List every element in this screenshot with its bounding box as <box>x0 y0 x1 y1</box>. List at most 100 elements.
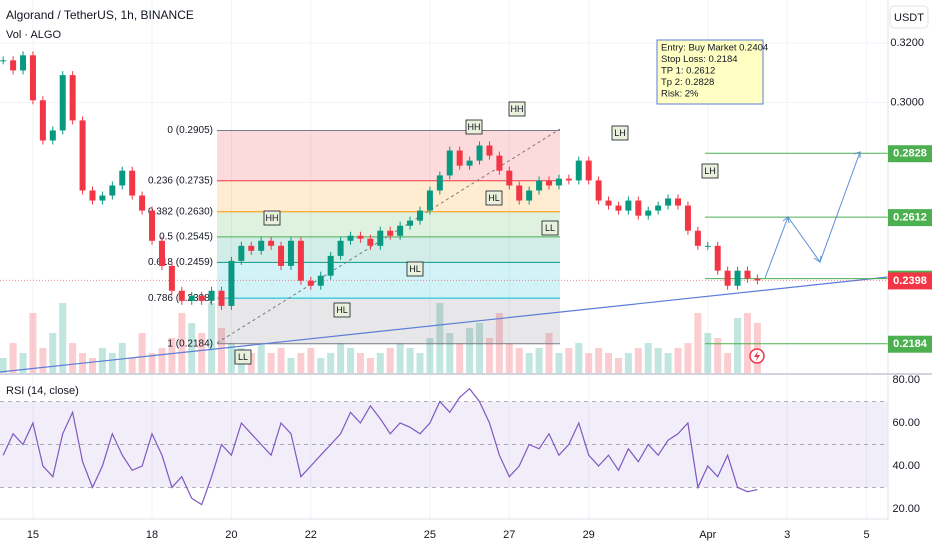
volume-bar <box>694 313 702 373</box>
pattern-label: HH <box>266 213 279 223</box>
volume-bar <box>227 343 235 373</box>
rsi-tick-label: 40.00 <box>892 460 920 472</box>
volume-bar <box>555 353 563 373</box>
volume-bar <box>704 333 712 373</box>
trade-note-box <box>656 39 764 105</box>
volume-bar <box>208 303 216 373</box>
volume-bar <box>49 333 57 373</box>
pattern-box <box>508 101 526 117</box>
pattern-label: HH <box>468 122 481 132</box>
pattern-label: HL <box>488 193 500 203</box>
candle-body <box>675 198 682 206</box>
candle-body <box>99 195 106 201</box>
candle-body <box>347 235 354 241</box>
volume-bar <box>118 343 126 373</box>
volume-bar <box>327 353 335 373</box>
volume-bar <box>624 353 632 373</box>
x-tick-label: 29 <box>583 529 595 541</box>
volume-bar <box>525 353 533 373</box>
candle-body <box>268 240 275 246</box>
currency-box[interactable] <box>889 5 929 29</box>
rsi-line <box>2 387 758 506</box>
candle-body <box>506 170 513 186</box>
candle-body <box>665 198 672 206</box>
volume-bar <box>366 358 374 373</box>
pattern-label: HL <box>409 264 421 274</box>
candle-body <box>168 265 175 291</box>
volume-bar <box>476 323 484 373</box>
candle-body <box>109 185 116 196</box>
candle-body <box>317 275 324 286</box>
volume-bar <box>307 348 315 373</box>
candle-body <box>605 200 612 206</box>
candle-body <box>158 240 165 266</box>
x-tick-label: 15 <box>27 529 39 541</box>
x-tick-label: 3 <box>784 529 790 541</box>
volume-bar <box>178 313 186 373</box>
x-tick-label: 5 <box>864 529 870 541</box>
candle-body <box>734 270 741 286</box>
fib-diagonal <box>216 128 561 344</box>
volume-bar <box>39 348 47 373</box>
candle-body <box>486 145 493 156</box>
x-tick-label: 25 <box>424 529 436 541</box>
fib-zone <box>217 130 560 181</box>
candle-body <box>337 240 344 256</box>
candle-body <box>754 278 761 281</box>
candle-body <box>0 60 7 62</box>
volume-bar <box>505 343 513 373</box>
volume-bar <box>347 348 355 373</box>
currency: USDT <box>894 12 924 24</box>
candle-body <box>10 60 17 71</box>
pattern-box <box>406 261 424 277</box>
candle-body <box>635 200 642 216</box>
candle-body <box>39 100 46 141</box>
candle-body <box>49 130 56 141</box>
candle-body <box>387 230 394 236</box>
overlay: Algorand / TetherUS, 1h, BINANCE Vol · A… <box>6 8 924 397</box>
candle-body <box>625 200 632 211</box>
volume-bar <box>267 353 275 373</box>
candle-body <box>149 210 156 241</box>
candle-body <box>407 220 414 226</box>
candle-body <box>59 75 66 131</box>
candle-body <box>565 178 572 181</box>
volume-bar <box>515 348 523 373</box>
volume-bar <box>29 313 37 373</box>
fib-zone <box>217 298 560 344</box>
volume-bar <box>416 353 424 373</box>
volume-bar <box>128 358 136 373</box>
pattern-box <box>541 220 559 236</box>
volume-bar <box>605 353 613 373</box>
trade-note-line: TP 1: 0.2612 <box>661 66 715 77</box>
volume-bar <box>446 333 454 373</box>
volume-bar <box>69 343 77 373</box>
trade-note-line: Tp 2: 0.2828 <box>661 77 714 88</box>
rsi-pane <box>0 387 888 506</box>
x-tick-label: 27 <box>503 529 515 541</box>
pattern-label: LH <box>704 166 716 176</box>
candle-body <box>228 260 235 306</box>
candle-body <box>436 175 443 191</box>
candle-body <box>198 295 205 301</box>
candle-body <box>704 245 711 247</box>
volume-bar <box>406 348 414 373</box>
volume-bar <box>59 303 67 373</box>
pattern-box <box>234 349 252 365</box>
fib-label: 1 (0.2184) <box>167 338 213 349</box>
pattern-box <box>465 119 483 135</box>
price-tag <box>888 209 932 227</box>
volume-bar <box>664 353 672 373</box>
price-tag <box>888 145 932 163</box>
candle-body <box>357 235 364 239</box>
fib-label: 0.382 (0.2630) <box>148 206 213 217</box>
volume-bar <box>456 343 464 373</box>
candle-body <box>655 205 662 211</box>
candle-body <box>426 190 433 211</box>
candle-body <box>178 290 185 301</box>
candle-body <box>684 205 691 231</box>
volume-bar <box>337 343 345 373</box>
volume-bar <box>674 348 682 373</box>
